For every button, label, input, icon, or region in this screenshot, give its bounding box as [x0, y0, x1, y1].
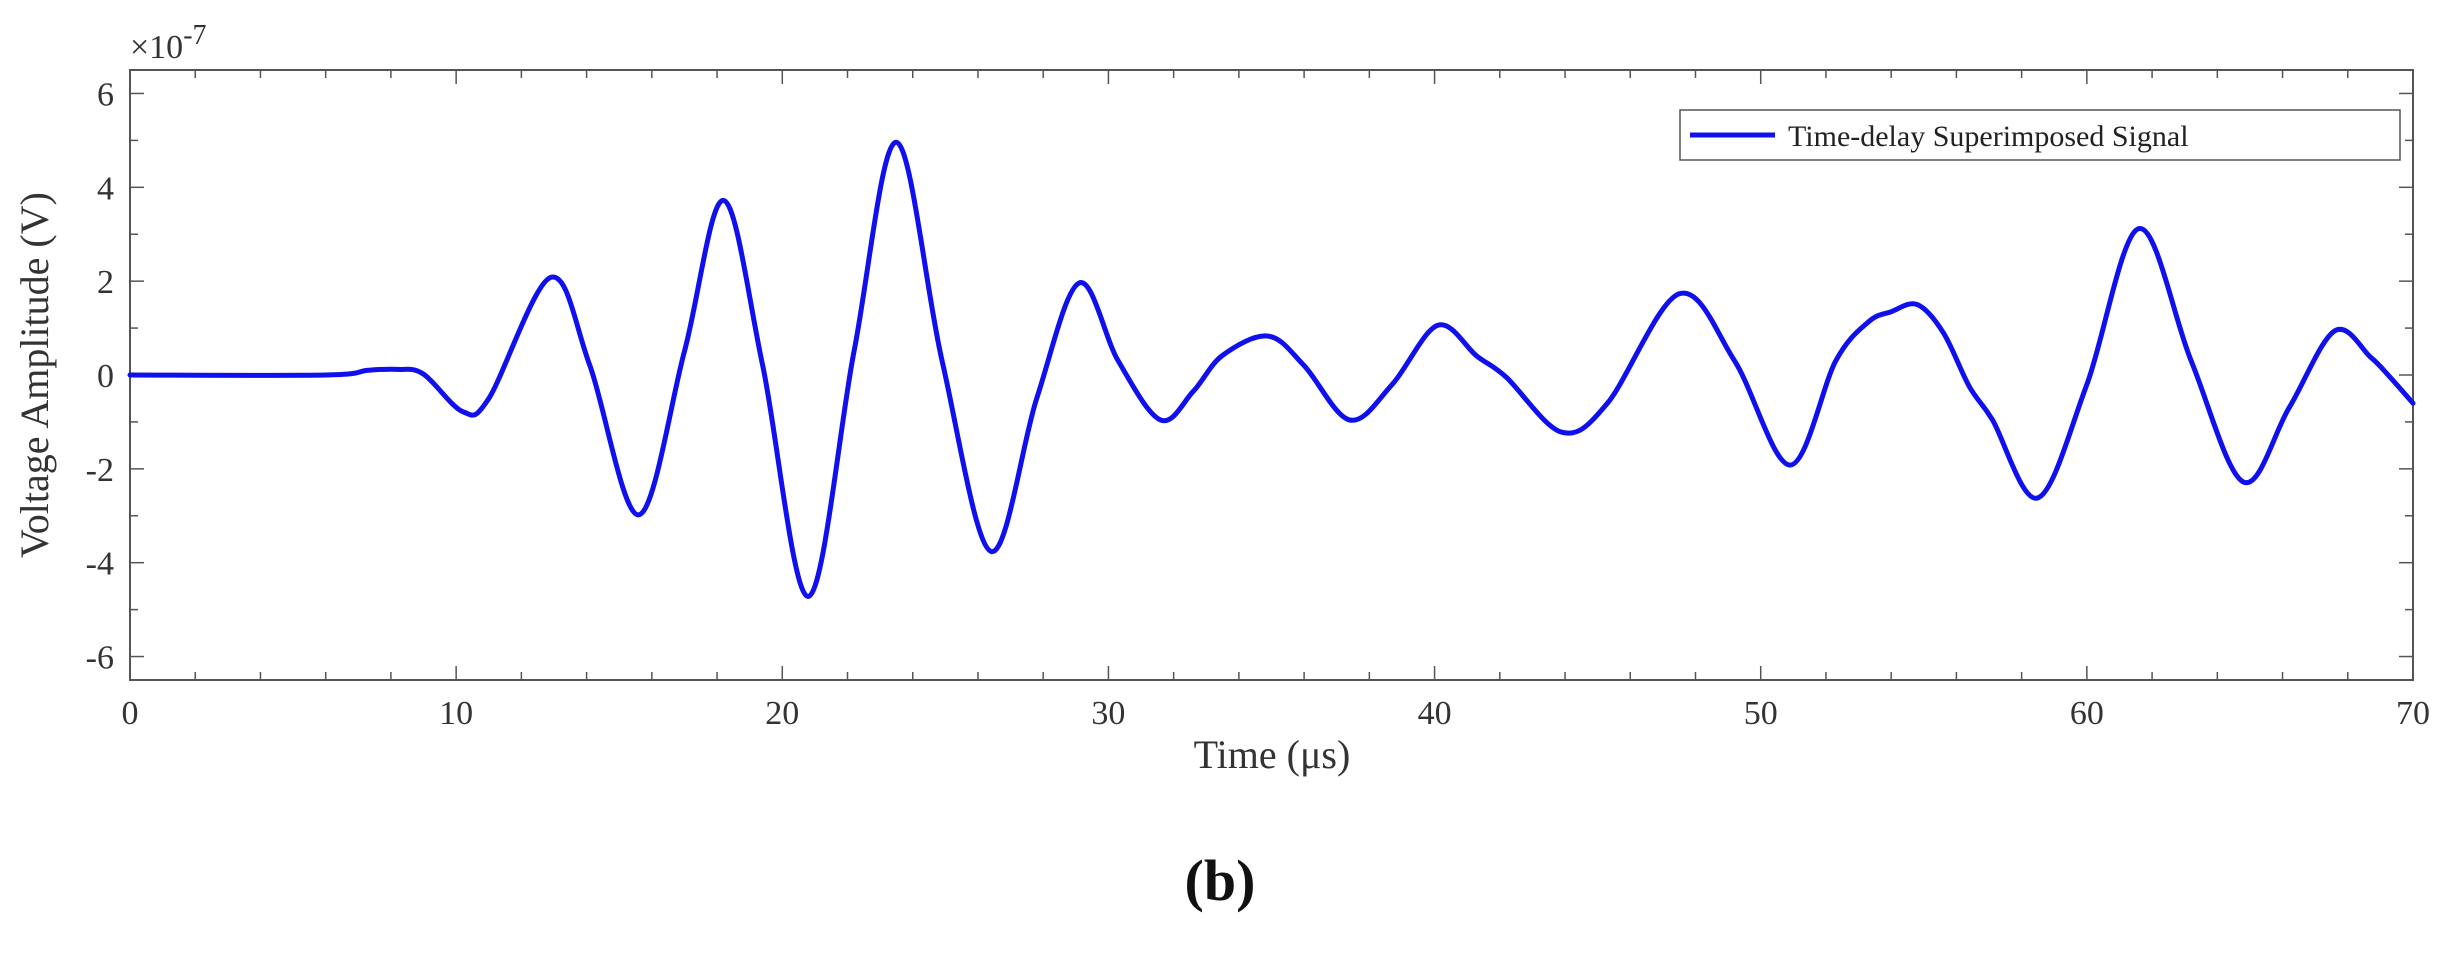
y-tick-label: 2 [97, 264, 114, 301]
y-tick-label: -6 [86, 640, 114, 677]
y-tick-label: -4 [86, 546, 114, 583]
y-exponent-power: -7 [183, 20, 206, 51]
x-tick-label: 0 [122, 695, 139, 732]
legend: Time-delay Superimposed Signal [1679, 109, 2401, 161]
axis-ticks [129, 70, 2414, 680]
tick-labels: 0 10 20 30 40 50 60 70 -6 -4 -2 0 2 4 6 [86, 76, 2430, 732]
x-axis-title: Time (μs) [1194, 732, 1351, 777]
y-tick-label: 0 [97, 358, 114, 395]
y-axis-title: Voltage Amplitude (V) [12, 192, 57, 558]
legend-label: Time-delay Superimposed Signal [1788, 120, 2189, 153]
x-tick-label: 50 [1744, 695, 1778, 732]
series-line [127, 139, 2416, 599]
x-tick-label: 30 [1091, 695, 1125, 732]
y-exponent-label: ×10-7 [130, 20, 207, 66]
legend-box [1679, 109, 2401, 161]
y-tick-label: 6 [97, 76, 114, 113]
x-tick-label: 70 [2396, 695, 2430, 732]
x-tick-label: 10 [439, 695, 473, 732]
y-tick-label: 4 [97, 170, 114, 207]
x-tick-label: 20 [765, 695, 799, 732]
x-tick-label: 40 [1418, 695, 1452, 732]
y-tick-label: -2 [86, 452, 114, 489]
plot-area [129, 69, 2414, 681]
panel-label: (b) [1185, 848, 1256, 913]
x-tick-label: 60 [2070, 695, 2104, 732]
